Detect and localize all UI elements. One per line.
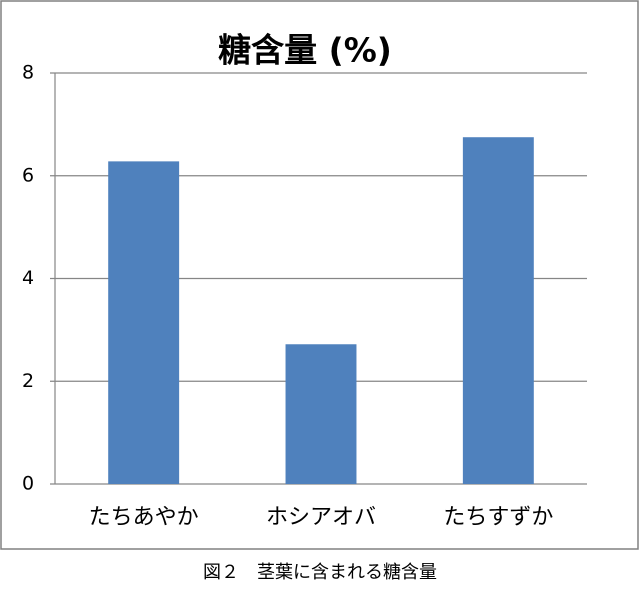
bar xyxy=(285,344,357,484)
chart-title: 糖含量 (%) xyxy=(218,31,392,70)
x-tick-label: ホシアオバ xyxy=(266,505,376,530)
y-tick-label: 8 xyxy=(22,62,34,84)
x-tick-label: たちあやか xyxy=(89,505,199,530)
y-tick-label: 6 xyxy=(22,164,34,186)
y-tick-label: 4 xyxy=(22,267,34,289)
caption: 図２ 茎葉に含まれる糖含量 xyxy=(203,562,437,583)
x-tick-label: たちすずか xyxy=(443,505,553,530)
bar xyxy=(108,161,180,485)
y-tick-label: 2 xyxy=(22,370,34,392)
bar xyxy=(462,137,534,484)
y-tick-label: 0 xyxy=(22,473,34,495)
